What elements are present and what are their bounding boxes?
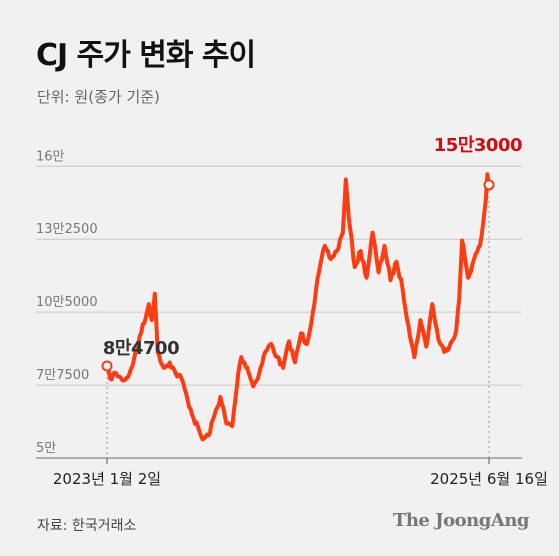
chart-subtitle: 단위: 원(종가 기준): [37, 88, 160, 106]
series-line: [105, 172, 491, 442]
end-point-marker: [483, 179, 495, 191]
price-series: [105, 172, 491, 442]
grid-lines: [36, 165, 522, 459]
y-tick-labels: 5만 7만7500 10만5000 13만2500 16만: [36, 149, 98, 456]
y-tick-label: 16만: [36, 149, 65, 164]
y-tick-label: 10만5000: [36, 295, 98, 310]
annotation-markers: [101, 179, 495, 372]
x-tick-labels: 2023년 1월 2일 2025년 6월 16일: [53, 470, 548, 488]
chart-title: CJ 주가 변화 추이: [36, 38, 256, 73]
start-point-marker: [101, 360, 113, 372]
y-tick-label: 7만7500: [36, 368, 89, 383]
annotation-labels: 8만4700 15만3000: [103, 135, 523, 359]
x-tick-label: 2025년 6월 16일: [430, 470, 548, 488]
y-tick-label: 13만2500: [36, 222, 98, 237]
start-value-label: 8만4700: [103, 338, 179, 359]
y-tick-label: 5만: [36, 441, 56, 456]
end-value-label: 15만3000: [434, 135, 522, 156]
x-tick-label: 2023년 1월 2일: [53, 470, 161, 488]
source-note: 자료: 한국거래소: [37, 518, 137, 534]
marker-guides: [106, 190, 490, 464]
publisher-logo: The JoongAng: [392, 510, 530, 531]
